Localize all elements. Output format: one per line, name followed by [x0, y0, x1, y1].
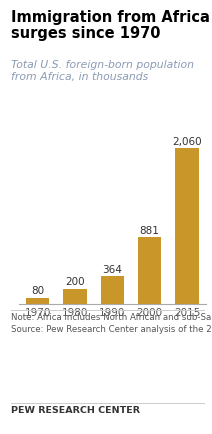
Text: 2,060: 2,060	[172, 137, 202, 147]
Text: 200: 200	[65, 277, 85, 287]
Text: Total U.S. foreign-born population
from Africa, in thousands: Total U.S. foreign-born population from …	[11, 60, 194, 82]
Text: 80: 80	[31, 286, 44, 296]
Text: 364: 364	[102, 265, 122, 275]
Text: Note: Africa includes North African and sub-Saharan African countries as defined: Note: Africa includes North African and …	[11, 313, 212, 334]
Bar	[63, 289, 87, 304]
Text: Immigration from Africa
surges since 1970: Immigration from Africa surges since 197…	[11, 10, 209, 41]
Bar	[138, 237, 161, 304]
Text: PEW RESEARCH CENTER: PEW RESEARCH CENTER	[11, 406, 139, 415]
Bar	[101, 276, 124, 304]
Bar	[26, 298, 49, 304]
Text: 881: 881	[140, 226, 160, 236]
Bar	[175, 148, 199, 304]
